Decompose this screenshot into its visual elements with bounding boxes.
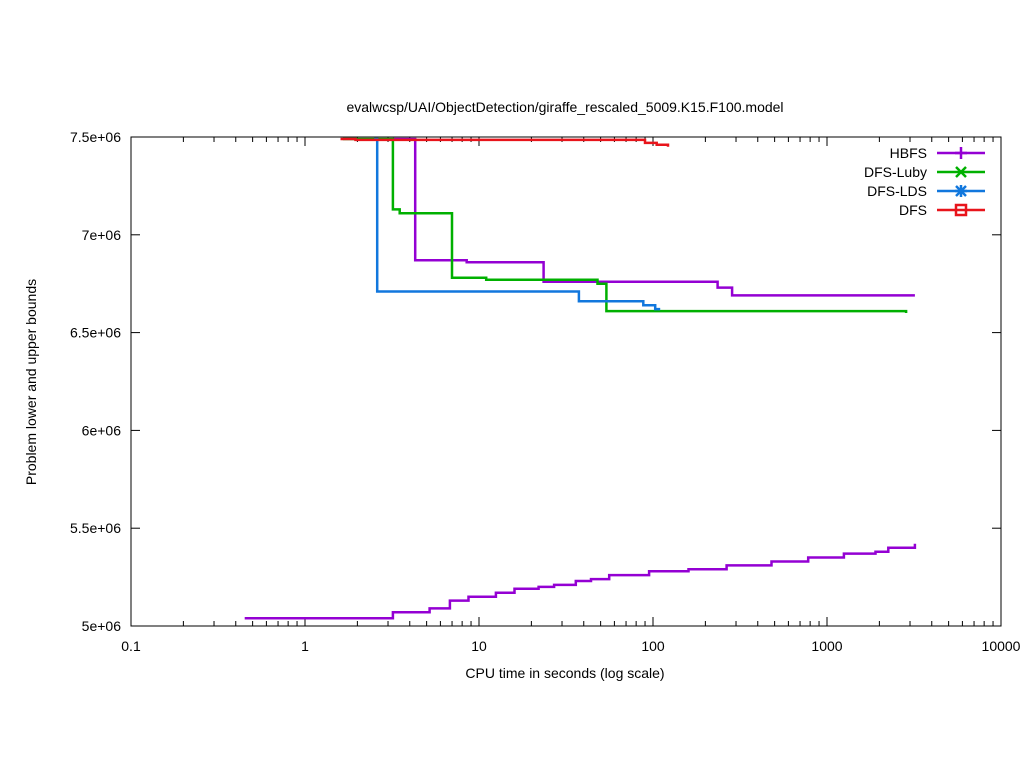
legend-marker-cross [955,166,967,178]
y-tick-label: 5.5e+06 [70,520,121,536]
y-tick-label: 6e+06 [82,422,122,438]
series-layer [244,137,917,620]
legend: HBFS DFS-Luby DFS-LDS DFS [864,145,985,218]
x-tick-label: 10 [471,638,487,654]
x-tick-label: 1 [301,638,309,654]
legend-label: DFS-LDS [867,183,927,199]
series-line-dfs-lds-3 [374,137,661,311]
y-tick-label: 7.5e+06 [70,129,121,145]
y-tick-label: 5e+06 [82,618,122,634]
x-tick-label: 0.1 [121,638,141,654]
x-tick-label: 1000 [811,638,842,654]
y-tick-label: 6.5e+06 [70,325,121,341]
chart-title: evalwcsp/UAI/ObjectDetection/giraffe_res… [346,99,783,115]
legend-label: DFS [899,202,927,218]
series-line-hbfs-0 [392,137,915,297]
legend-label: DFS-Luby [864,164,927,180]
plot-frame [130,136,1002,627]
legend-marker-square [954,203,968,217]
series-line-hbfs-1 [244,543,917,620]
legend-label: HBFS [890,145,927,161]
legend-marker-star [955,185,967,197]
x-axis-label: CPU time in seconds (log scale) [465,665,664,681]
x-tick-label: 10000 [982,638,1021,654]
x-tick-label: 100 [641,638,665,654]
series-line-dfs-4 [340,137,670,147]
y-tick-label: 7e+06 [82,227,122,243]
legend-marker-plus [955,147,967,159]
y-axis-label: Problem lower and upper bounds [23,279,39,485]
